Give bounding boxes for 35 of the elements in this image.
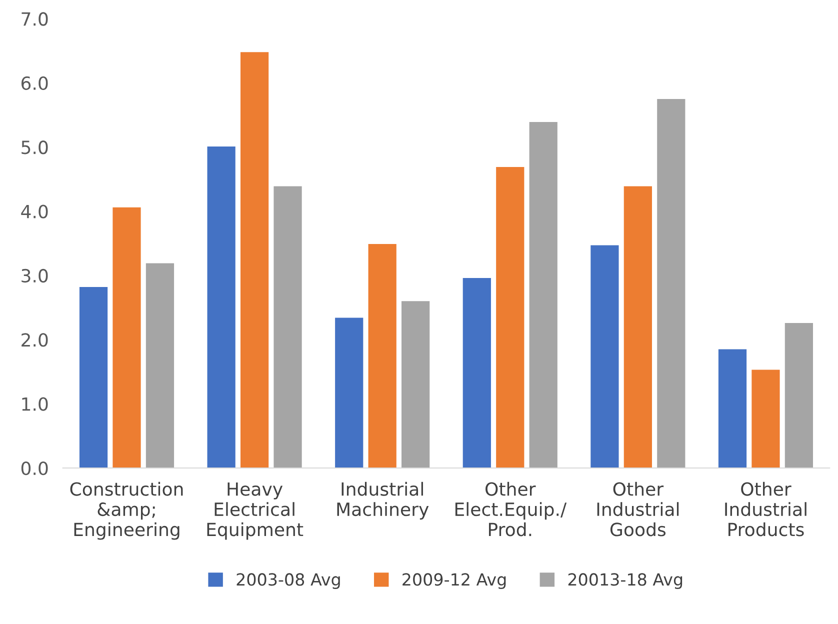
x-tick-label: Heavy Electrical Equipment (207, 482, 304, 540)
x-tick-label: Other Elect.Equip./ Prod. (455, 482, 567, 536)
bar (335, 318, 364, 468)
bar (657, 98, 686, 468)
bar (402, 301, 430, 468)
legend-label: 2009-12 Avg (402, 573, 506, 589)
y-tick-label: 3.0 (22, 268, 48, 283)
x-tick-label: Other Industrial Goods (597, 482, 679, 536)
y-tick-label: 7.0 (22, 12, 48, 26)
bar (496, 166, 524, 468)
x-tick-label: Construction &amp; Engineering (70, 482, 183, 540)
bar (462, 278, 491, 468)
bar (624, 186, 652, 468)
bar (590, 245, 619, 468)
y-tick-label: 6.0 (22, 76, 48, 90)
bar (368, 244, 396, 468)
bar (240, 52, 269, 468)
bar (79, 287, 108, 468)
y-tick-label: 2.0 (22, 333, 48, 347)
legend-label: 20013-18 Avg (568, 573, 682, 589)
legend-label: 2003-08 Avg (236, 573, 340, 589)
bar (207, 146, 236, 468)
bar (752, 370, 780, 468)
bar (784, 322, 814, 468)
y-tick-label: 5.0 (22, 140, 48, 154)
y-tick-label: 4.0 (21, 204, 48, 218)
y-tick-label: 1.0 (22, 397, 48, 411)
bar (529, 122, 558, 468)
x-tick-label: Industrial Machinery (337, 482, 429, 520)
bar (112, 207, 141, 468)
x-tick-label: Other Industrial Products (725, 482, 806, 536)
bar (718, 349, 747, 468)
y-tick-label: 0.0 (21, 461, 48, 476)
bar (274, 186, 302, 468)
bar (146, 263, 174, 468)
